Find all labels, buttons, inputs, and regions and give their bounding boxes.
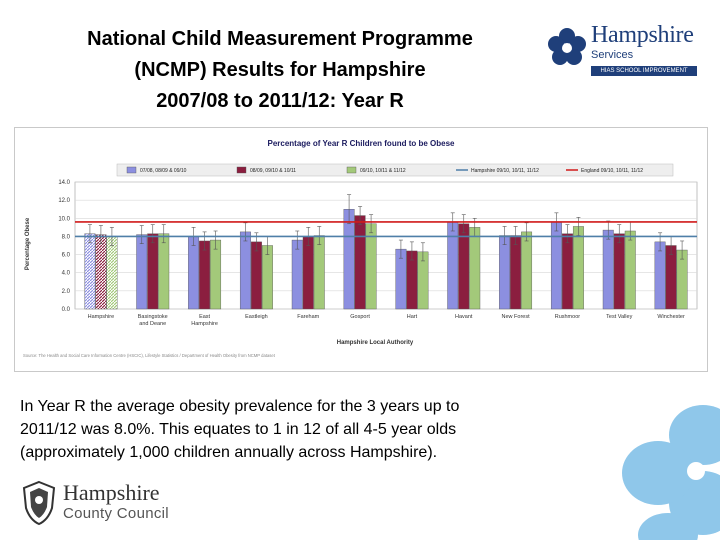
hias-bar: HIAS SCHOOL IMPROVEMENT — [591, 66, 697, 76]
chart-canvas: Percentage of Year R Children found to b… — [23, 139, 698, 358]
legend-label: 08/09, 09/10 & 10/11 — [250, 168, 296, 174]
hampshire-services-logo: Hampshire Services HIAS SCHOOL IMPROVEME… — [545, 22, 705, 82]
bar — [147, 233, 159, 310]
y-tick-label: 14.0 — [58, 180, 70, 186]
bar — [158, 233, 170, 310]
summary-line-2: 2011/12 was 8.0%. This equates to 1 in 1… — [20, 421, 457, 438]
legend-swatch — [126, 166, 137, 174]
decorative-flower-icon — [622, 405, 720, 540]
legend-swatch — [236, 166, 247, 174]
x-tick-label: Havant — [455, 314, 473, 320]
x-axis-label: Hampshire Local Authority — [337, 340, 414, 346]
chart-bars — [84, 194, 688, 310]
y-tick-label: 6.0 — [62, 253, 71, 259]
x-tick-label: Hart — [407, 314, 418, 320]
bar — [469, 227, 481, 310]
bar — [447, 221, 459, 310]
y-axis-ticks: 0.0 2.0 4.0 6.0 8.0 10.0 12.0 14.0 — [58, 180, 70, 313]
bar — [654, 241, 666, 310]
bar — [499, 235, 511, 310]
x-tick-label: Test Valley — [606, 314, 632, 320]
hcc-subtitle: County Council — [63, 505, 169, 522]
hcc-name: Hampshire — [63, 480, 160, 505]
flower-icon — [548, 28, 586, 65]
bar — [354, 215, 366, 310]
crest-icon — [22, 480, 56, 526]
x-tick-label: Fareham — [297, 314, 319, 320]
x-tick-label: Hampshire — [88, 314, 115, 320]
legend-label: 09/10, 10/11 & 11/12 — [360, 168, 406, 174]
title-line-1: National Child Measurement Programme — [87, 28, 473, 50]
x-tick-label: Rushmoor — [555, 314, 581, 320]
summary-text: In Year R the average obesity prevalence… — [20, 395, 610, 464]
bar — [136, 234, 148, 310]
obesity-chart: Percentage of Year R Children found to b… — [14, 127, 708, 372]
bar — [302, 236, 314, 310]
title-line-3: 2007/08 to 2011/12: Year R — [156, 90, 404, 112]
legend-label: Hampshire 09/10, 10/11, 11/12 — [471, 168, 539, 174]
chart-title: Percentage of Year R Children found to b… — [267, 139, 455, 148]
x-tick-label: East — [199, 314, 210, 320]
bar — [106, 236, 118, 310]
y-tick-label: 12.0 — [58, 198, 70, 204]
bar — [261, 245, 273, 310]
x-tick-label: Hampshire — [191, 321, 218, 327]
legend-swatch — [346, 166, 357, 174]
bar — [521, 231, 533, 310]
x-tick-label: Eastleigh — [245, 314, 268, 320]
bar — [572, 226, 584, 310]
y-tick-label: 2.0 — [62, 289, 71, 295]
title-line-2: (NCMP) Results for Hampshire — [134, 59, 426, 81]
legend-label: England 09/10, 10/11, 11/12 — [581, 168, 643, 174]
chart-source: Source: The Health and Social Care Infor… — [23, 353, 276, 358]
hampshire-county-council-logo: Hampshire County Council — [20, 478, 190, 530]
hampshire-services-subtitle: Services — [591, 49, 634, 61]
summary-line-1: In Year R the average obesity prevalence… — [20, 398, 460, 415]
chart-legend: 07/08, 08/09 & 09/10 08/09, 09/10 & 10/11… — [126, 166, 643, 174]
bar — [613, 233, 625, 310]
bar — [624, 230, 636, 310]
bar — [313, 235, 325, 310]
y-axis-label: Percentage Obese — [25, 217, 31, 270]
bar — [250, 241, 262, 310]
bar — [84, 233, 96, 310]
slide-title: National Child Measurement Programme (NC… — [30, 24, 530, 117]
y-tick-label: 4.0 — [62, 271, 71, 277]
chart-grid — [74, 181, 698, 310]
x-tick-label: New Forest — [502, 314, 531, 320]
plot-area — [74, 181, 698, 310]
bar — [199, 240, 211, 310]
summary-line-3: (approximately 1,000 children annually a… — [20, 444, 438, 461]
y-tick-label: 8.0 — [62, 234, 71, 240]
y-tick-label: 0.0 — [62, 307, 71, 313]
bar — [291, 239, 303, 310]
x-tick-label: Winchester — [657, 314, 685, 320]
bar — [510, 235, 522, 310]
x-tick-label: Gosport — [350, 314, 370, 320]
bar — [210, 239, 222, 310]
reference-lines — [75, 221, 697, 238]
bar — [665, 245, 677, 310]
hampshire-services-name: Hampshire — [591, 22, 694, 48]
bar — [343, 209, 355, 310]
bar — [561, 233, 573, 310]
bar — [239, 231, 251, 310]
bar — [550, 221, 562, 310]
bar — [188, 236, 200, 310]
x-tick-label: and Deane — [139, 321, 166, 327]
x-tick-label: Basingstoke — [138, 314, 168, 320]
y-tick-label: 10.0 — [58, 216, 70, 222]
legend-label: 07/08, 08/09 & 09/10 — [140, 168, 187, 174]
bar — [95, 234, 107, 310]
bar — [602, 229, 614, 310]
chart-legend-box — [116, 163, 674, 177]
